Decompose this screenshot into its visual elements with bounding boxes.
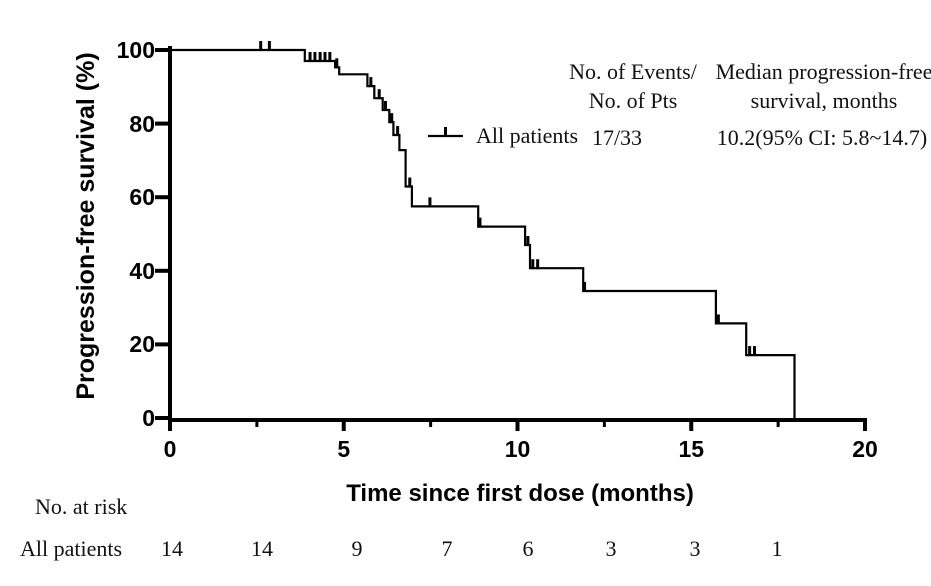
events-header-line1: No. of Events/ (569, 59, 697, 84)
y-tick-label-100: 100 (116, 37, 155, 63)
median-header-line1: Median progression-free (715, 59, 931, 84)
risk-table-title: No. at risk (35, 494, 128, 519)
x-tick-label-5: 5 (337, 436, 351, 462)
y-tick-label-60: 60 (129, 184, 155, 211)
legend-label-all-patients: All patients (476, 123, 579, 148)
x-tick-label-10: 10 (504, 436, 531, 462)
y-tick-label-40: 40 (129, 257, 155, 284)
median-column-header: Median progression-free survival, months (673, 57, 931, 115)
risk-value-6: 3 (689, 536, 701, 561)
x-axis-title: Time since first dose (months) (346, 480, 694, 507)
x-tick-label-20: 20 (852, 436, 878, 462)
y-axis-title: Progression-free survival (%) (72, 52, 100, 400)
risk-value-5: 3 (605, 536, 617, 561)
events-value: 17/33 (591, 125, 643, 150)
risk-table-row-label: All patients (20, 536, 123, 561)
x-tick-label-0: 0 (163, 436, 177, 462)
risk-value-7: 1 (771, 536, 783, 561)
y-tick-label-0: 0 (142, 405, 155, 431)
risk-value-3: 7 (441, 536, 453, 561)
events-column-header: No. of Events/ No. of Pts (503, 57, 763, 115)
median-header-line2: survival, months (750, 88, 898, 113)
risk-value-1: 14 (251, 536, 273, 561)
risk-value-2: 9 (351, 536, 363, 561)
y-tick-label-20: 20 (129, 331, 155, 358)
risk-value-4: 6 (522, 536, 534, 561)
risk-value-0: 14 (161, 536, 183, 561)
median-value: 10.2(95% CI: 5.8~14.7) (716, 125, 928, 150)
y-tick-label-80: 80 (129, 110, 155, 137)
x-tick-label-15: 15 (678, 436, 705, 462)
events-header-line2: No. of Pts (588, 88, 678, 113)
